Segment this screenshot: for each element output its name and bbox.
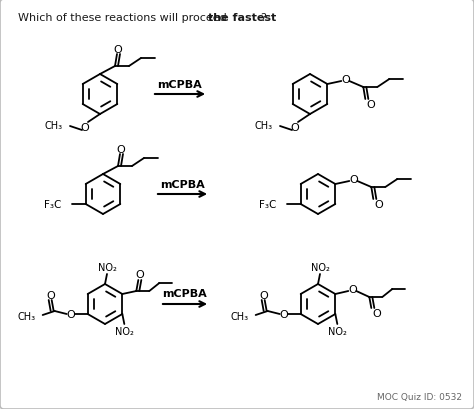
Text: MOC Quiz ID: 0532: MOC Quiz ID: 0532	[377, 393, 462, 402]
Text: O: O	[291, 123, 300, 133]
Text: mCPBA: mCPBA	[163, 288, 207, 298]
Text: mCPBA: mCPBA	[161, 180, 205, 189]
Text: O: O	[46, 290, 55, 300]
Text: O: O	[349, 175, 358, 184]
Text: O: O	[114, 45, 122, 55]
Text: CH₃: CH₃	[230, 311, 249, 321]
Text: mCPBA: mCPBA	[158, 80, 202, 90]
Text: the fastest: the fastest	[208, 13, 276, 23]
Text: O: O	[81, 123, 90, 133]
Text: O: O	[374, 200, 383, 209]
Text: CH₃: CH₃	[45, 121, 63, 131]
Text: Which of these reactions will proceed: Which of these reactions will proceed	[18, 13, 230, 23]
Text: ?: ?	[260, 13, 266, 23]
Text: O: O	[341, 75, 350, 85]
Text: F₃C: F₃C	[259, 200, 277, 209]
Text: F₃C: F₃C	[44, 200, 62, 209]
Text: CH₃: CH₃	[255, 121, 273, 131]
Text: NO₂: NO₂	[98, 262, 117, 272]
Text: O: O	[366, 100, 374, 110]
Text: O: O	[259, 290, 268, 300]
Text: O: O	[372, 308, 381, 318]
Text: NO₂: NO₂	[310, 262, 329, 272]
Text: NO₂: NO₂	[115, 326, 134, 336]
Text: CH₃: CH₃	[18, 311, 36, 321]
Text: O: O	[279, 309, 288, 319]
Text: NO₂: NO₂	[328, 326, 347, 336]
Text: O: O	[135, 270, 144, 279]
Text: O: O	[348, 284, 357, 294]
Text: O: O	[66, 309, 75, 319]
Text: O: O	[117, 145, 126, 155]
